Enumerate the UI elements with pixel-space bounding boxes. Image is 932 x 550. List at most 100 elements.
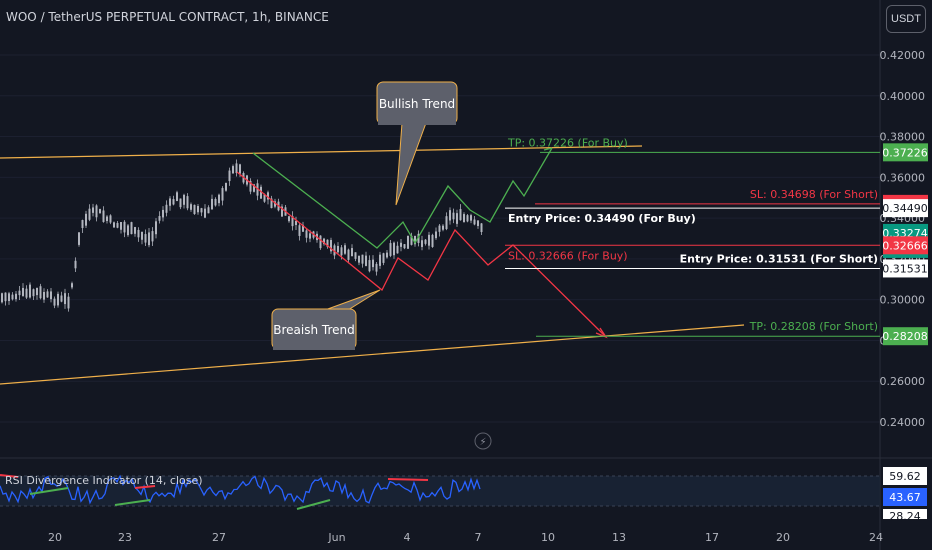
bubble-seam — [378, 116, 456, 125]
x-tick-label: 7 — [475, 531, 482, 544]
bubble-seam — [273, 341, 355, 350]
candle-body — [351, 248, 353, 257]
candle-body — [134, 227, 136, 234]
candle-body — [445, 216, 448, 230]
candle-body — [148, 232, 150, 246]
candle-body — [368, 260, 371, 272]
candle-body — [78, 232, 80, 245]
candle-body — [449, 210, 451, 221]
price-tag-label: 0.28208 — [882, 330, 928, 343]
x-tick-label: 23 — [118, 531, 132, 544]
candle-body — [267, 192, 269, 200]
candle-body — [361, 254, 364, 264]
lightning-glyph: ⚡ — [479, 437, 486, 448]
level-label: TP: 0.28208 (For Short) — [749, 320, 878, 333]
candle-body — [452, 212, 455, 220]
candle-body — [179, 198, 182, 208]
divergence-line — [296, 499, 331, 510]
candle-body — [326, 239, 329, 247]
price-tag — [883, 327, 928, 346]
y-axis: 0.420000.400000.380000.360000.340000.320… — [880, 49, 928, 429]
candle-body — [281, 206, 283, 217]
candle-body — [270, 198, 273, 209]
price-tag — [883, 236, 928, 255]
candle-body — [403, 244, 406, 249]
candle-body — [375, 263, 378, 272]
lightning-icon[interactable] — [474, 432, 492, 450]
candle-body — [417, 233, 420, 243]
candle-body — [151, 231, 154, 242]
channel-lines — [0, 145, 745, 385]
candle-body — [305, 230, 308, 238]
candle-body — [333, 245, 336, 256]
x-tick-label: 17 — [705, 531, 719, 544]
level-label: Entry Price: 0.34490 (For Buy) — [508, 212, 696, 225]
candle-body — [109, 215, 112, 223]
rsi-panel: RSI Divergence Indicator (14, close) 59.6… — [0, 432, 927, 523]
level-label: Entry Price: 0.31531 (For Short) — [680, 252, 878, 265]
candle-body — [64, 293, 66, 305]
candle-body — [197, 205, 199, 213]
candle-body — [46, 291, 49, 298]
x-tick-label: 24 — [869, 531, 883, 544]
candle-body — [438, 225, 441, 232]
price-tag-label: 0.31531 — [882, 262, 928, 275]
candle-body — [291, 216, 294, 227]
y-tick-label: 0.38000 — [880, 131, 926, 144]
candle-body — [428, 234, 430, 246]
candle-body — [463, 214, 465, 223]
candle-body — [158, 216, 161, 221]
price-tag — [883, 259, 928, 278]
candle-body — [8, 293, 10, 302]
candle-body — [421, 240, 423, 247]
x-tick-label: 13 — [612, 531, 626, 544]
x-axis: 20 23 27 Jun 4 7 10 13 17 20 24 — [48, 531, 883, 544]
candle-body — [263, 194, 266, 202]
candle-body — [169, 198, 171, 206]
level-label: TP: 0.37226 (For Buy) — [507, 136, 628, 149]
candle-body — [99, 209, 101, 214]
annotation-label: Bullish Trend — [379, 97, 455, 111]
bearish-arrowhead — [595, 327, 608, 339]
candle-body — [337, 245, 339, 253]
candle-body — [141, 231, 143, 240]
rsi-current-tag — [883, 488, 927, 506]
x-tick-label: 27 — [212, 531, 226, 544]
y-tick-label: 0.24000 — [880, 416, 926, 429]
candle-body — [253, 184, 255, 192]
candle-body — [358, 255, 360, 263]
y-tick-label: 0.42000 — [880, 49, 926, 62]
candle-body — [354, 252, 357, 259]
x-tick-label: 20 — [48, 531, 62, 544]
level-label: SL: 0.32666 (For Buy) — [508, 249, 628, 262]
candle-body — [400, 242, 402, 247]
candle-body — [120, 222, 122, 230]
currency-button[interactable]: USDT — [886, 5, 926, 33]
candle-body — [25, 288, 28, 298]
candle-body — [344, 245, 346, 254]
bullish-path — [252, 147, 553, 249]
candle-body — [473, 219, 476, 225]
rsi-indicator-label[interactable]: RSI Divergence Indicator (14, close) — [5, 474, 203, 487]
x-tick-label: Jun — [327, 531, 345, 544]
candle-body — [386, 252, 388, 258]
candle-body — [200, 208, 203, 213]
candle-body — [274, 201, 276, 207]
y-tick-label: 0.26000 — [880, 375, 926, 388]
bullish-arrowhead — [543, 147, 553, 151]
divergence-line — [29, 487, 69, 495]
candle-body — [92, 207, 94, 213]
rsi-upper-value: 59.62 — [889, 470, 921, 483]
candle-body — [211, 198, 213, 210]
x-tick-label: 10 — [541, 531, 555, 544]
candle-body — [379, 254, 381, 266]
candle-body — [407, 235, 409, 249]
candle-body — [365, 255, 367, 266]
candle-body — [102, 210, 105, 222]
x-tick-label: 20 — [776, 531, 790, 544]
candle-body — [193, 204, 196, 215]
candle-body — [459, 209, 462, 221]
candle-body — [137, 229, 140, 238]
